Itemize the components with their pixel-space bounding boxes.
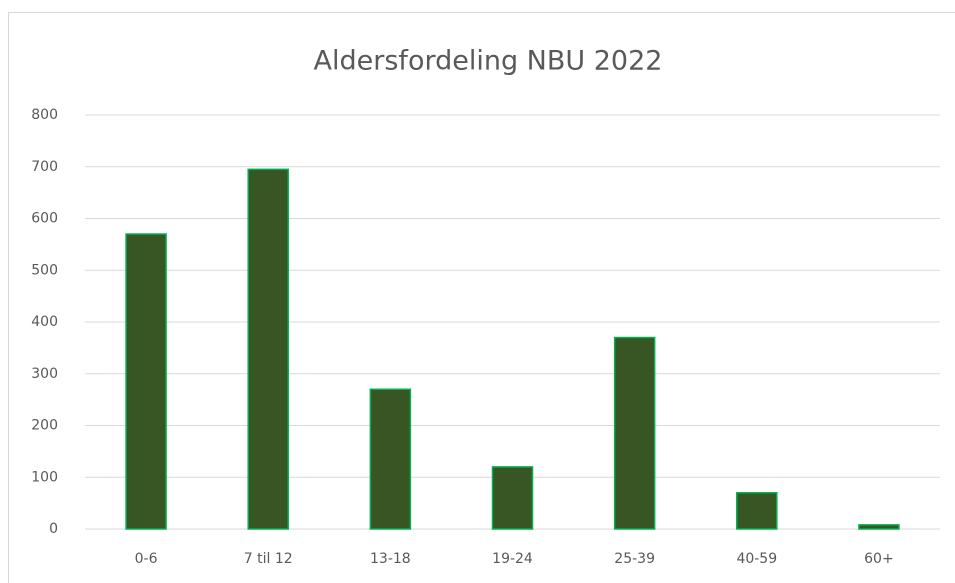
y-tick-label: 200 xyxy=(31,418,58,434)
x-tick-label: 13-18 xyxy=(370,551,411,567)
chart-title: Aldersfordeling NBU 2022 xyxy=(314,46,663,77)
bar xyxy=(858,524,900,530)
x-tick-label: 25-39 xyxy=(614,551,655,567)
bar xyxy=(736,492,778,530)
x-tick-label: 19-24 xyxy=(492,551,533,567)
bar xyxy=(491,466,534,530)
x-tick-label: 0-6 xyxy=(135,551,158,567)
y-tick-label: 800 xyxy=(31,107,58,123)
y-tick-label: 400 xyxy=(31,314,58,330)
y-tick-label: 300 xyxy=(31,366,58,382)
y-tick-label: 500 xyxy=(31,262,58,278)
y-tick-label: 700 xyxy=(31,159,58,175)
bar xyxy=(125,233,167,530)
bar xyxy=(247,168,289,530)
bar xyxy=(613,336,656,530)
y-tick-label: 100 xyxy=(31,469,58,485)
y-tick-label: 0 xyxy=(49,521,58,537)
bar xyxy=(369,388,412,530)
x-tick-label: 40-59 xyxy=(736,551,777,567)
x-tick-label: 60+ xyxy=(864,551,894,567)
x-tick-label: 7 til 12 xyxy=(244,551,293,567)
y-tick-label: 600 xyxy=(31,211,58,227)
